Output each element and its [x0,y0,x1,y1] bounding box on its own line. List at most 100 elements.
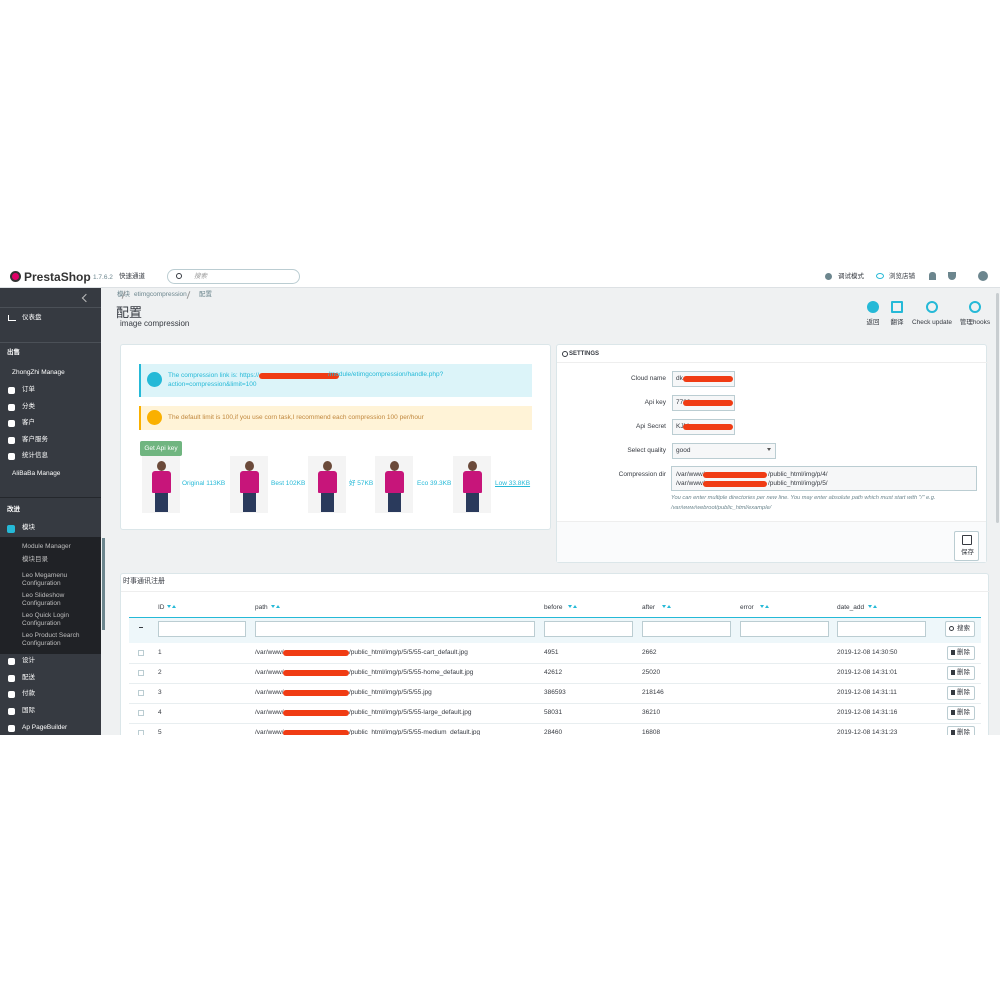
view-shop[interactable]: 浏览店铺 [889,273,915,280]
column-header[interactable]: before [544,604,563,611]
delete-button[interactable] [947,726,975,735]
nav-item[interactable]: AliBaBa Manage [12,470,61,477]
filter-input[interactable] [544,621,633,637]
collapse-icon [81,293,91,303]
nav-icon [8,387,15,394]
nav-item[interactable]: 客户服务 [22,436,48,443]
model-head [323,461,332,471]
filter-input[interactable] [837,621,926,637]
submenu-item[interactable]: Leo Quick Login Configuration [22,612,69,627]
quick-access[interactable]: 快速通道 [119,273,145,280]
field-label: Cloud name [630,375,666,382]
sort-icon [167,605,172,608]
checkbox[interactable] [138,730,144,735]
redaction [283,710,349,716]
filter-input[interactable] [255,621,535,637]
toolbar-label[interactable]: 翻译 [890,319,904,326]
nav-item[interactable]: 分类 [22,403,35,410]
nav-item[interactable]: ZhongZhi Manage [12,369,65,376]
submenu-item[interactable]: Leo Product Search Configuration [22,632,80,647]
delete-button[interactable] [947,666,975,680]
filter-input[interactable] [740,621,829,637]
field-label: Select quality [627,447,666,454]
toolbar-label[interactable]: 管理hooks [959,319,991,326]
nav-icon [8,453,15,460]
image-label[interactable]: Original 113KB [182,480,226,487]
nav-item[interactable]: 国际 [22,707,35,715]
submenu-item[interactable]: Module Manager [22,543,71,550]
filter-input[interactable] [642,621,731,637]
search-box[interactable] [167,269,300,284]
delete-label[interactable]: 删除 [957,689,970,696]
toolbar-icon[interactable] [891,301,903,313]
debug-mode[interactable]: 调试模式 [838,273,864,280]
search-label[interactable]: 搜索 [957,625,970,632]
delete-label[interactable]: 删除 [957,669,970,676]
save-button[interactable] [954,531,979,561]
cell-path-end: /public_html/img/p/5/5/55.jpg [349,689,432,696]
nav-item[interactable]: 订单 [22,386,35,393]
delete-label[interactable]: 删除 [957,729,970,735]
checkbox[interactable] [138,690,144,696]
trash-icon [951,670,955,675]
field-label: Compression dir [618,471,666,478]
toolbar-label[interactable]: 返回 [866,319,880,326]
product-image [375,456,413,513]
cell-after: 36210 [642,709,661,716]
submenu-item[interactable]: 模块目录 [22,556,48,563]
save-label[interactable]: 保存 [961,549,974,556]
filter-input[interactable] [158,621,246,637]
delete-button[interactable] [947,686,975,700]
sort-icon [662,605,666,608]
nav-item[interactable]: 付款 [22,690,35,698]
nav-item[interactable]: 仪表盘 [22,314,42,321]
submenu-item[interactable]: Leo Slideshow Configuration [22,592,65,607]
column-header[interactable]: error [740,604,754,611]
info-alert: The compression link is: https:///module… [139,364,532,397]
panel-header-line [121,591,990,592]
row-line [129,723,981,724]
nav-item[interactable]: 设计 [22,657,35,664]
input[interactable] [672,443,776,459]
image-label[interactable]: Best 102KB [271,480,306,487]
api-key-button[interactable]: Get Api key [140,441,182,456]
product-image [308,456,346,513]
checkbox[interactable] [138,650,144,656]
panel-footer [557,521,986,562]
toolbar-icon[interactable] [926,301,938,313]
delete-label[interactable]: 删除 [957,709,970,716]
checkbox[interactable] [138,670,144,676]
image-label[interactable]: 好 57KB [349,480,374,487]
image-label[interactable]: Eco 39.3KB [417,480,452,487]
toolbar-icon[interactable] [867,301,879,313]
delete-label[interactable]: 删除 [957,649,970,656]
checkbox[interactable] [138,710,144,716]
cell-after: 25020 [642,669,661,676]
column-header[interactable]: ID [158,604,165,611]
model-head [468,461,477,471]
submenu-item[interactable]: Leo Megamenu Configuration [22,572,68,587]
toolbar-label[interactable]: Check update [911,319,953,326]
search-button[interactable] [945,621,975,637]
toolbar-icon[interactable] [969,301,981,313]
nav-item[interactable]: Ap PageBuilder [22,723,68,731]
cell-before: 386593 [544,689,566,696]
nav-item[interactable]: 客户 [22,419,35,426]
cell-before: 28460 [544,729,563,735]
sidebar: 仪表盘 出售 ZhongZhi Manage 订单 分类 客户 客户服务 统计信息 AliBaB… [0,288,105,735]
nav-item-active[interactable]: 模块 [22,524,35,531]
logo: PrestaShop [24,270,91,284]
image-label[interactable]: Low 33.8KB [495,480,531,487]
delete-button[interactable] [947,706,975,720]
delete-button[interactable] [947,646,975,660]
model-head [157,461,166,471]
info-line: The compression link is: https:// [168,371,340,381]
column-header[interactable]: date_add [837,604,865,611]
redaction [283,670,349,676]
nav-icon [8,708,15,716]
nav-item[interactable]: 统计信息 [22,452,48,459]
product-image [453,456,491,513]
nav-item[interactable]: 配送 [22,673,35,681]
column-header[interactable]: path [255,604,268,611]
column-header[interactable]: after [642,604,656,611]
